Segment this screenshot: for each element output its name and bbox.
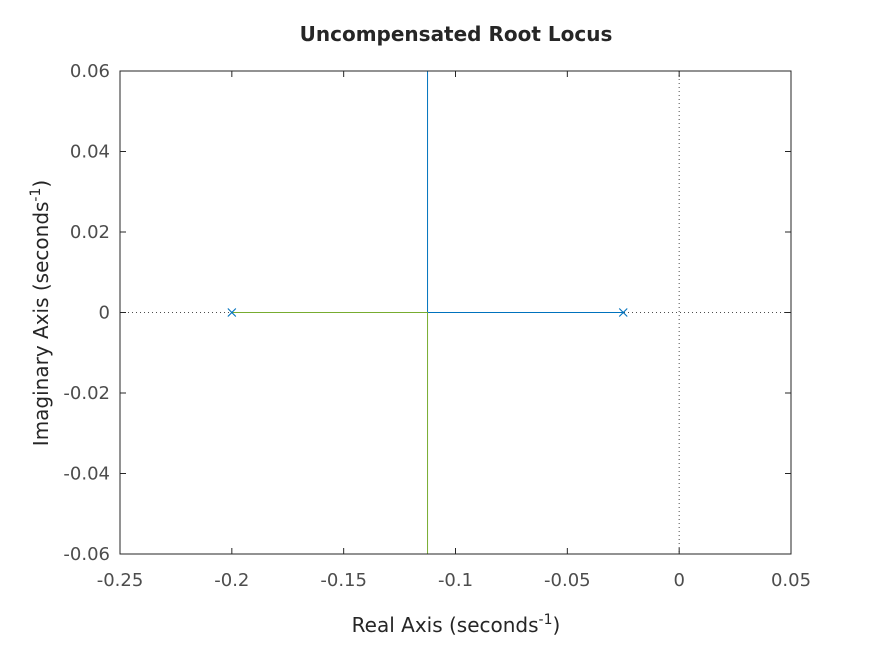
pole-marker-2 (618, 308, 628, 317)
y-tick-label: 0.02 (70, 222, 110, 243)
y-tick-label: 0.04 (70, 142, 110, 163)
y-tick-label: -0.04 (63, 464, 110, 485)
x-axis-label: Real Axis (seconds-1) (352, 612, 561, 637)
y-tick-label: 0 (99, 303, 110, 324)
y-tick-label: -0.02 (63, 383, 110, 404)
x-tick-label: -0.25 (97, 570, 144, 591)
y-tick-label: 0.06 (70, 61, 110, 82)
x-tick-label: -0.15 (320, 570, 367, 591)
x-tick-label: 0 (673, 570, 684, 591)
plot-area: -0.25 -0.2 -0.15 -0.1 -0.05 0 0.05 -0.06 -0.04 -0… (63, 61, 811, 591)
chart-title: Uncompensated Root Locus (300, 22, 613, 46)
x-tick-label: 0.05 (771, 570, 811, 591)
locus-branch-2 (231, 312, 429, 554)
y-tick-label: -0.06 (63, 544, 110, 565)
x-tick-label: -0.1 (438, 570, 473, 591)
x-tick-label: -0.2 (214, 570, 249, 591)
x-tick-label: -0.05 (544, 570, 591, 591)
pole-marker-1 (227, 308, 237, 317)
y-axis-label: Imaginary Axis (seconds-1) (28, 180, 53, 446)
